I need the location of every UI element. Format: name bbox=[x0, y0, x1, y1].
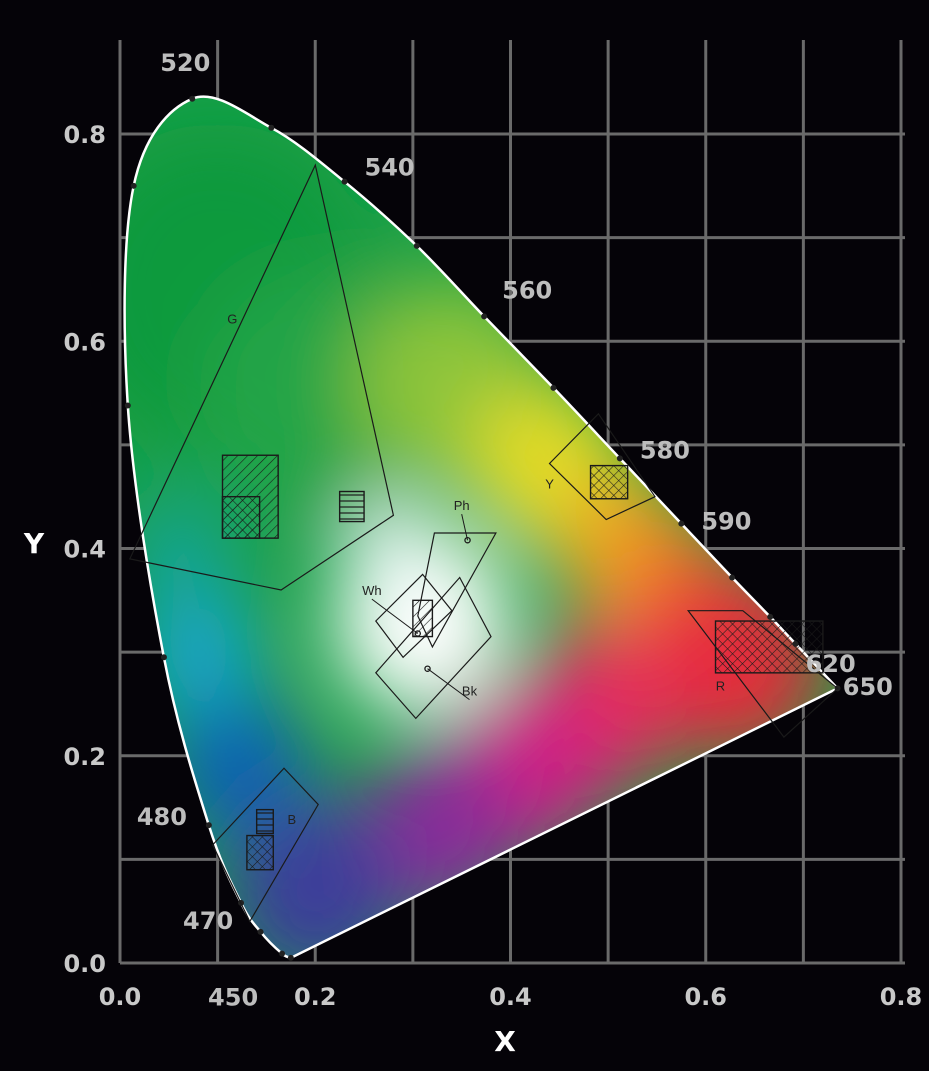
region-label-r: R bbox=[716, 678, 725, 693]
hatched-patch-b bbox=[246, 834, 274, 871]
wavelength-label-450: 450 bbox=[208, 984, 258, 1012]
region-outline-g bbox=[128, 163, 395, 591]
locus-tick-mark bbox=[268, 124, 275, 131]
hatched-patch-r bbox=[714, 620, 824, 674]
wavelength-label-540: 540 bbox=[365, 154, 415, 182]
region-label-wh: Wh bbox=[362, 583, 382, 598]
y-axis-label: Y bbox=[23, 527, 45, 560]
region-label-b: B bbox=[287, 812, 296, 827]
x-axis-label: X bbox=[494, 1025, 516, 1058]
locus-tick-mark bbox=[767, 613, 774, 620]
wavelength-label-580: 580 bbox=[640, 436, 690, 464]
locus-outline bbox=[123, 95, 840, 960]
x-tick-label: 0.4 bbox=[489, 983, 532, 1011]
x-tick-label: 0.2 bbox=[294, 983, 337, 1011]
hatched-patch-g bbox=[338, 490, 365, 523]
locus-tick-mark bbox=[341, 178, 348, 185]
y-tick-label: 0.0 bbox=[63, 950, 106, 978]
wavelength-label-590: 590 bbox=[701, 508, 751, 536]
locus-tick-mark bbox=[189, 95, 196, 102]
hatched-patch-b bbox=[255, 808, 274, 835]
region-label-g: G bbox=[227, 312, 237, 327]
locus-tick-mark bbox=[279, 950, 286, 957]
marker-ph bbox=[464, 536, 471, 544]
leader-line-ph bbox=[461, 514, 469, 541]
locus-tick-mark bbox=[616, 455, 623, 462]
wavelength-label-480: 480 bbox=[137, 803, 187, 831]
locus-tick-mark bbox=[205, 822, 212, 829]
region-outline-ph bbox=[417, 532, 497, 649]
locus-tick-mark bbox=[550, 384, 557, 391]
region-label-bk: Bk bbox=[462, 684, 478, 699]
color-blob bbox=[344, 496, 443, 601]
locus-tick-mark bbox=[413, 242, 420, 249]
locus-tick-mark bbox=[124, 402, 131, 409]
marker-bk bbox=[424, 665, 431, 672]
hatched-patch-g bbox=[221, 495, 261, 539]
x-tick-label: 0.6 bbox=[684, 983, 727, 1011]
wavelength-label-520: 520 bbox=[160, 49, 210, 77]
y-tick-label: 0.8 bbox=[63, 121, 106, 149]
locus-tick-mark bbox=[481, 313, 488, 320]
region-outline-b bbox=[211, 767, 319, 923]
hatched-patch-wh bbox=[412, 599, 434, 638]
tick-labels: 0.0 0.2 0.4 0.6 0.8 0.0 0.2 0.4 0.6 0.8 bbox=[63, 121, 922, 1011]
wavelength-label-560: 560 bbox=[502, 276, 552, 304]
y-tick-label: 0.4 bbox=[63, 536, 106, 564]
leader-line-bk bbox=[427, 668, 470, 701]
region-label-y: Y bbox=[545, 476, 554, 491]
marker-points bbox=[371, 514, 471, 701]
marker-wh bbox=[414, 630, 422, 637]
wavelength-label-620: 620 bbox=[806, 650, 856, 678]
region-outline-wh bbox=[375, 573, 453, 659]
wavelength-label-470: 470 bbox=[183, 907, 233, 935]
locus-tick-mark bbox=[287, 954, 294, 961]
region-label-ph: Ph bbox=[454, 498, 470, 513]
leader-line-wh bbox=[371, 598, 419, 634]
locus-tick-mark bbox=[678, 520, 685, 527]
locus-tick-mark bbox=[130, 182, 137, 189]
colorimetric-patches bbox=[221, 454, 824, 871]
y-tick-label: 0.6 bbox=[63, 328, 106, 356]
region-outline-y bbox=[548, 412, 656, 521]
locus-tick-mark bbox=[160, 654, 167, 661]
region-outline-r bbox=[686, 610, 839, 738]
hatched-patch-y bbox=[589, 464, 629, 500]
locus-tick-mark bbox=[729, 574, 736, 581]
x-tick-label: 0.0 bbox=[99, 983, 142, 1011]
x-tick-label: 0.8 bbox=[880, 983, 923, 1011]
y-tick-label: 0.2 bbox=[63, 743, 106, 771]
spectral-locus bbox=[123, 95, 841, 961]
color-regions: G Y R B Ph Wh Bk bbox=[128, 163, 839, 923]
locus-tick-mark bbox=[257, 928, 264, 935]
wavelength-label-650: 650 bbox=[843, 673, 893, 701]
